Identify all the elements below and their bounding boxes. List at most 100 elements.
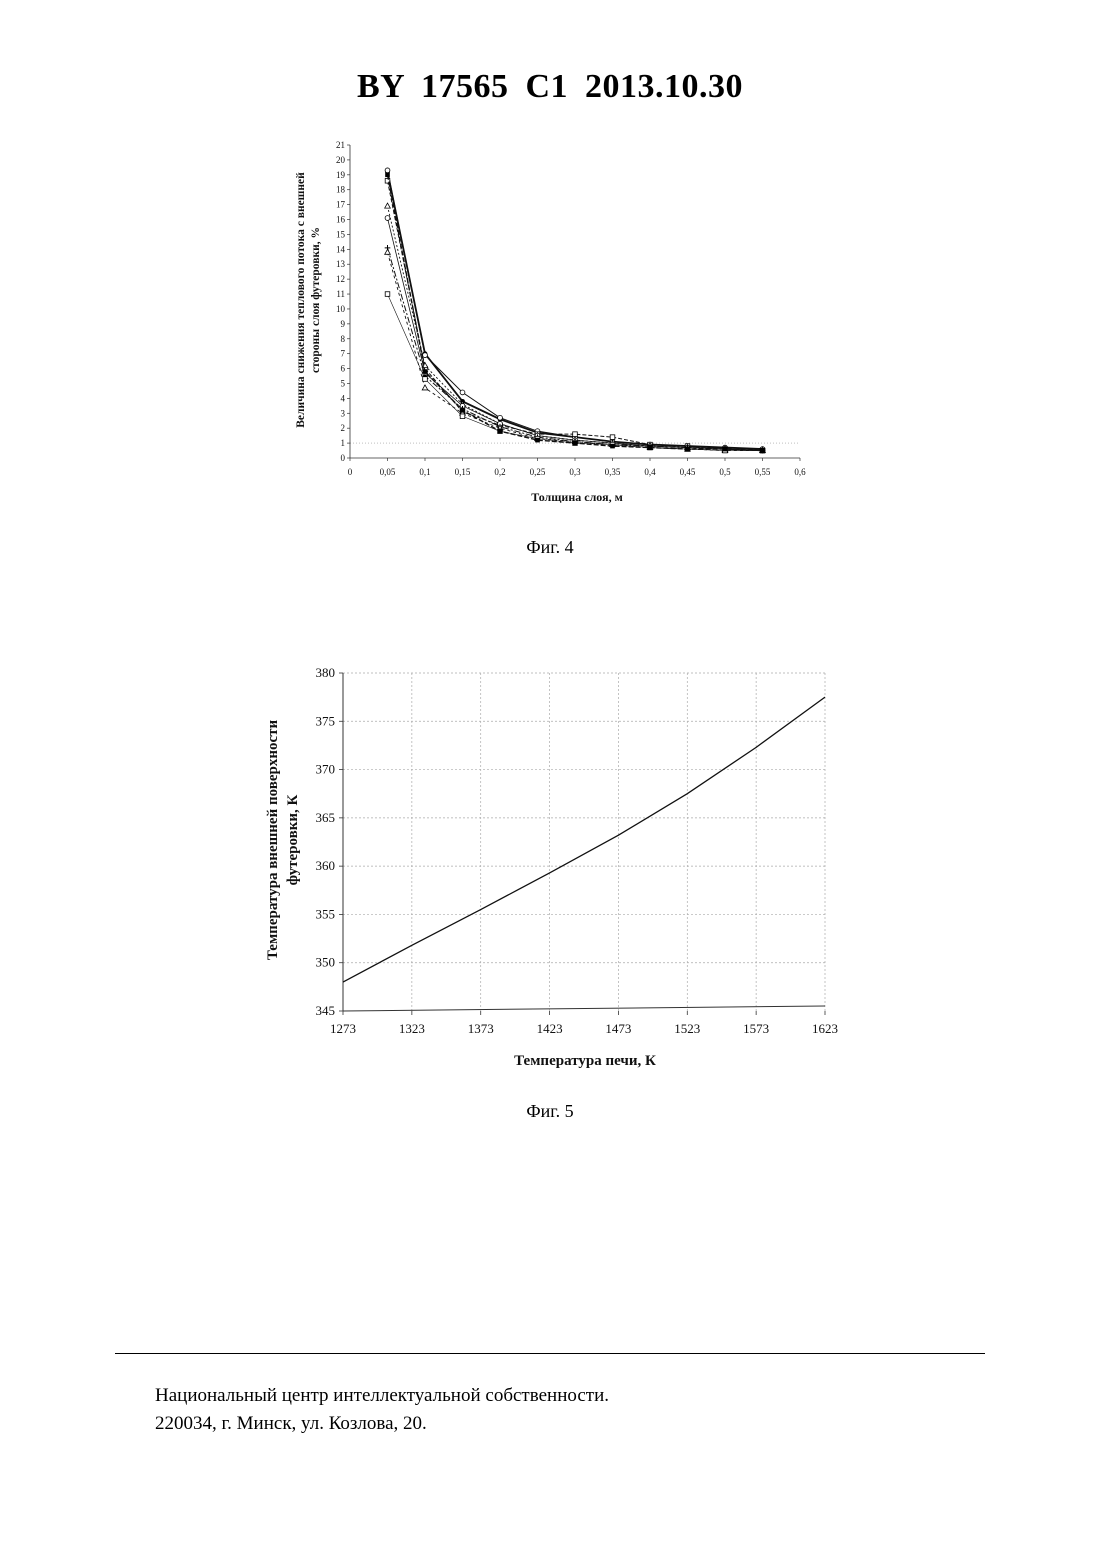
figure-5-y-tick-label: 355 <box>316 906 336 921</box>
figure-4-x-tick-label: 0,15 <box>455 467 471 477</box>
figure-4-x-tick-label: 0 <box>348 467 353 477</box>
figure-4-data-point <box>573 441 578 446</box>
figure-4-data-point <box>535 438 540 443</box>
figure-4-data-point <box>723 447 728 452</box>
figure-4-x-tick-label: 0,2 <box>494 467 505 477</box>
figure-4-y-tick-label: 19 <box>336 170 346 180</box>
figure-5-x-tick-label: 1273 <box>330 1021 356 1036</box>
figure-5-ylabel-line1: Температура внешней поверхности <box>265 720 281 961</box>
figure-4-y-tick-label: 21 <box>336 140 345 150</box>
figure-4-y-tick-label: 11 <box>336 289 345 299</box>
figure-4-data-point <box>460 414 465 419</box>
figure-5-xlabel: Температура печи, К <box>514 1053 656 1069</box>
figure-4-y-tick-label: 6 <box>341 364 346 374</box>
figure-4-ylabel-line1: Величина снижения теплового потока с вне… <box>295 172 307 428</box>
figure-4-series-line <box>388 206 763 450</box>
figure-4-series-line <box>388 252 763 450</box>
figure-4-x-tick-label: 0,35 <box>605 467 621 477</box>
figure-4-x-tick-label: 0,6 <box>794 467 806 477</box>
figure-4-x-tick-label: 0,45 <box>680 467 696 477</box>
figure-4-x-tick-label: 0,25 <box>530 467 546 477</box>
figure-4-xlabel: Толщина слоя, м <box>531 490 623 504</box>
figure-5-caption: Фиг. 5 <box>0 1101 1100 1122</box>
figure-4-y-tick-label: 17 <box>336 200 346 210</box>
figure-4-ylabel-line2: стороны слоя футеровки, % <box>310 227 322 373</box>
figure-4-series-line <box>388 218 763 451</box>
figure-4-series-line <box>388 175 763 451</box>
figure-4-data-point <box>460 408 465 413</box>
figure-4-data-point <box>610 435 615 440</box>
figure-4-data-point <box>685 447 690 452</box>
figure-4-x-tick-label: 0,1 <box>419 467 430 477</box>
figure-4-series-line <box>388 181 763 451</box>
figure-4-y-tick-label: 0 <box>341 453 346 463</box>
figure-4-data-point <box>385 216 390 221</box>
figure-4-series-line <box>388 172 763 449</box>
figure-4-data-point <box>385 173 390 178</box>
figure-5-y-tick-label: 370 <box>316 762 336 777</box>
figure-4-y-tick-label: 7 <box>341 349 346 359</box>
figure-4-data-point <box>610 444 615 449</box>
figure-4-data-point <box>385 203 391 208</box>
figure-5-y-tick-label: 350 <box>316 955 336 970</box>
figure-4-x-tick-label: 0,55 <box>755 467 771 477</box>
figure-5-y-tick-label: 375 <box>316 713 336 728</box>
figure-4-data-point <box>385 249 391 254</box>
figure-5-y-tick-label: 345 <box>316 1003 336 1018</box>
figure-4-y-tick-label: 1 <box>341 438 346 448</box>
figure-5-x-tick-label: 1323 <box>399 1021 425 1036</box>
figure-5-x-tick-label: 1623 <box>812 1021 838 1036</box>
figure-4-y-tick-label: 2 <box>341 423 346 433</box>
figure-5-y-tick-label: 365 <box>316 810 336 825</box>
patent-header: BY 17565 C1 2013.10.30 <box>0 68 1100 106</box>
figure-4-series-line <box>388 248 763 451</box>
figure-4-y-tick-label: 8 <box>341 334 346 344</box>
footer-divider <box>115 1353 985 1354</box>
figure-4-data-point <box>423 369 428 374</box>
figure-4-data-point <box>498 415 503 420</box>
figure-5-x-tick-label: 1523 <box>674 1021 700 1036</box>
figure-4-y-tick-label: 13 <box>336 259 346 269</box>
figure-4-series-line <box>388 294 763 451</box>
figure-4-chart: 0 0,05 0,1 0,15 0,2 0,25 0,3 0,35 0,4 0,45 0,5 0,55… <box>280 130 820 510</box>
figure-5-y-tick-label: 380 <box>316 665 336 680</box>
figure-4-y-tick-label: 20 <box>336 155 346 165</box>
figure-4-series-line <box>388 170 763 449</box>
figure-5-x-tick-label: 1473 <box>605 1021 631 1036</box>
figure-4-data-point <box>648 445 653 450</box>
figure-4-data-point <box>573 432 578 437</box>
footer-line-2: 220034, г. Минск, ул. Козлова, 20. <box>155 1410 609 1438</box>
footer-line-1: Национальный центр интеллектуальной собс… <box>155 1382 609 1410</box>
figure-4-x-tick-label: 0,3 <box>569 467 581 477</box>
figure-4-data-point <box>385 168 390 173</box>
figure-4-y-tick-label: 10 <box>336 304 346 314</box>
figure-4-data-point <box>498 429 503 434</box>
figure-4-data-point <box>460 390 465 395</box>
figure-4-x-tick-label: 0,5 <box>719 467 731 477</box>
figure-4-data-point <box>385 292 390 297</box>
figure-5-ylabel-line2: футеровки, К <box>285 794 301 885</box>
figure-4-data-point <box>423 353 428 358</box>
figure-4-caption: Фиг. 4 <box>0 537 1100 558</box>
figure-5-x-axis <box>343 1006 825 1011</box>
figure-4-y-tick-label: 16 <box>336 215 346 225</box>
figure-5-x-tick-label: 1373 <box>468 1021 494 1036</box>
figure-5-x-tick-label: 1423 <box>537 1021 563 1036</box>
figure-4-x-tick-label: 0,05 <box>380 467 396 477</box>
footer: Национальный центр интеллектуальной собс… <box>155 1382 609 1438</box>
figure-4-y-tick-label: 3 <box>341 408 346 418</box>
figure-4-x-tick-label: 0,4 <box>644 467 656 477</box>
figure-5-series-line <box>343 697 825 982</box>
figure-4-y-tick-label: 14 <box>336 244 346 254</box>
figure-4-y-tick-label: 15 <box>336 229 346 239</box>
figure-4-data-point <box>760 448 765 453</box>
figure-5-y-tick-label: 360 <box>316 858 336 873</box>
figure-5-chart: 1273 1323 1373 1423 1473 1523 1573 1623 345 350 35… <box>255 655 855 1075</box>
figure-4-y-tick-label: 5 <box>341 378 346 388</box>
figure-4-y-tick-label: 12 <box>336 274 345 284</box>
figure-4-data-point <box>423 377 428 382</box>
figure-4-data-point <box>422 385 428 390</box>
figure-4-y-tick-label: 4 <box>341 393 346 403</box>
figure-5-x-tick-label: 1573 <box>743 1021 769 1036</box>
figure-4-y-tick-label: 18 <box>336 185 346 195</box>
